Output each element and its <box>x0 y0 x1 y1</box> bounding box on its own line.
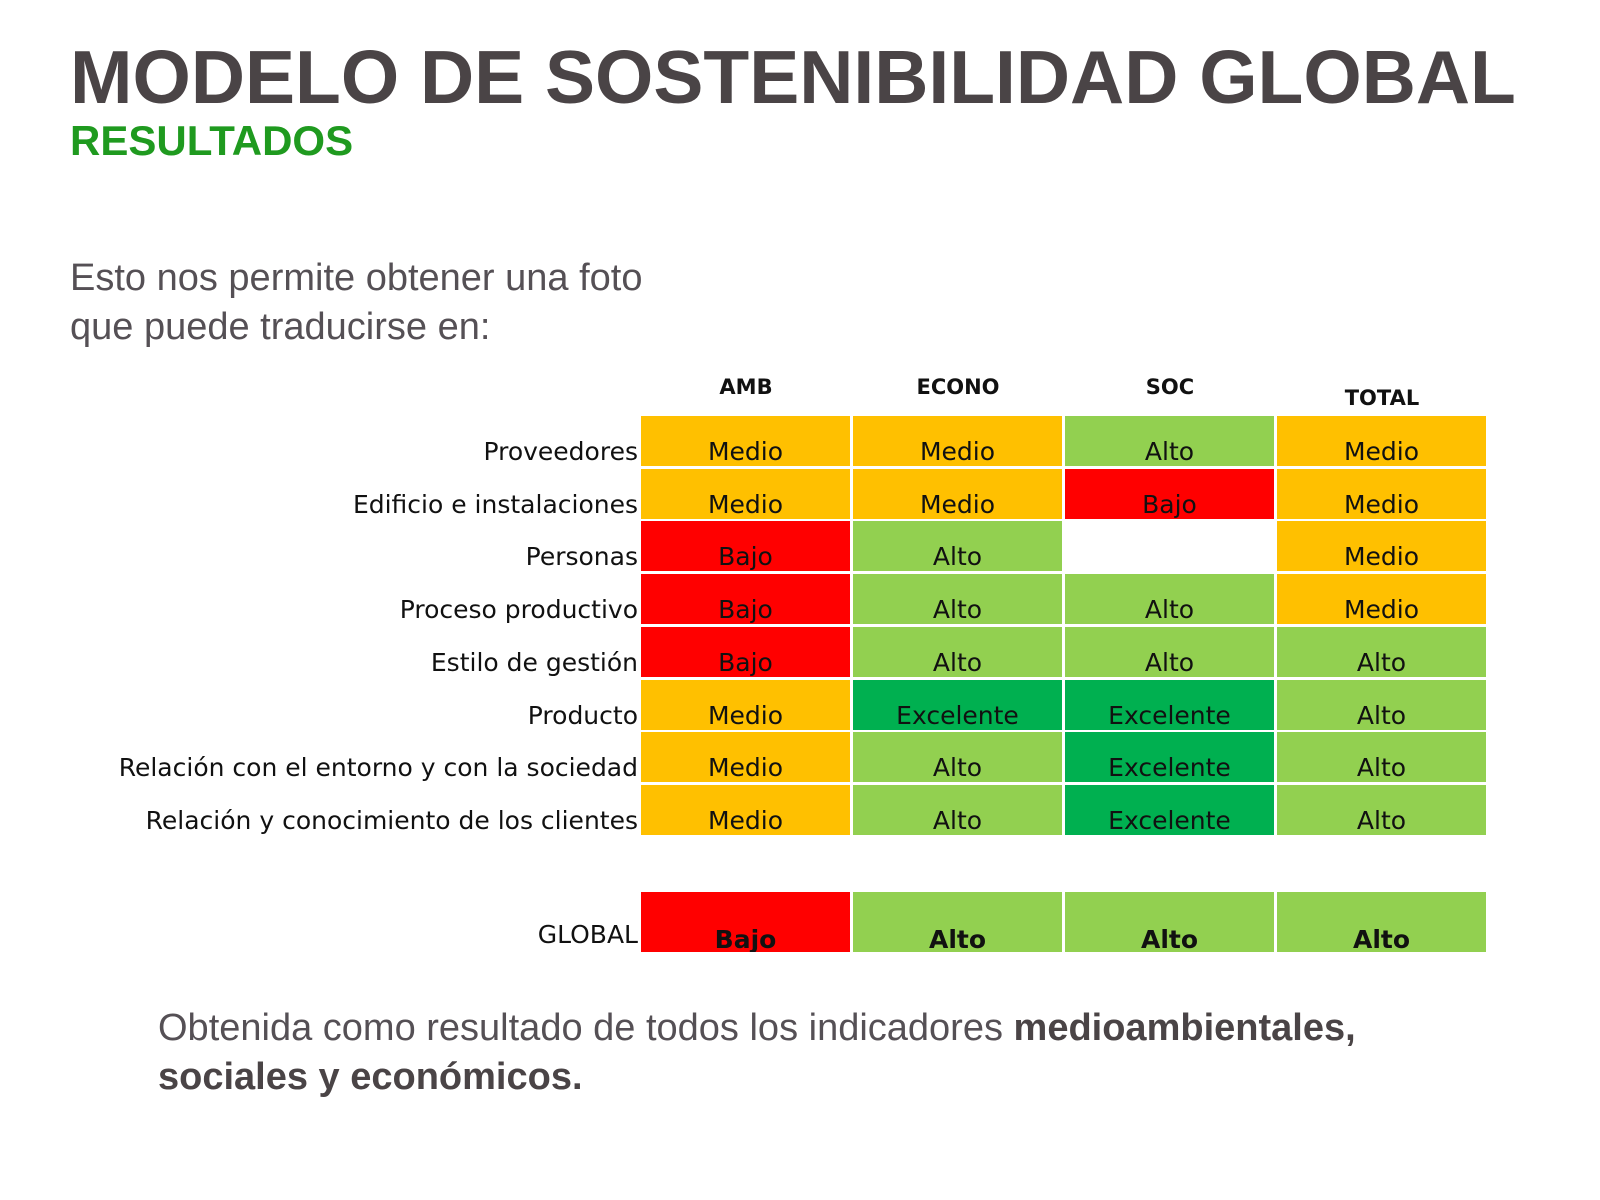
page-subtitle: RESULTADOS <box>70 117 354 164</box>
rating-cell: Alto <box>853 732 1062 782</box>
rating-cell <box>1065 521 1274 571</box>
global-rating-cell: Bajo <box>641 892 850 952</box>
footer-text: Obtenida como resultado de todos los ind… <box>158 1004 1478 1102</box>
rating-cell: Alto <box>1065 416 1274 466</box>
row-label: Relación y conocimiento de los clientes <box>145 806 638 835</box>
row-label: Relación con el entorno y con la socieda… <box>118 753 638 782</box>
rating-cell: Alto <box>1277 680 1486 730</box>
column-header-econo: ECONO <box>916 375 1000 399</box>
rating-cell: Medio <box>853 469 1062 519</box>
rating-cell: Bajo <box>641 627 850 677</box>
column-header-soc: SOC <box>1145 375 1195 399</box>
rating-cell: Medio <box>1277 574 1486 624</box>
rating-cell: Alto <box>853 574 1062 624</box>
footer-plain: Obtenida como resultado de todos los ind… <box>158 1007 1014 1049</box>
footer-bold: medioambientales, sociales y económicos. <box>158 1007 1356 1098</box>
rating-cell: Bajo <box>1065 469 1274 519</box>
rating-cell: Medio <box>1277 469 1486 519</box>
rating-cell: Excelente <box>1065 680 1274 730</box>
page-title: MODELO DE SOSTENIBILIDAD GLOBAL <box>70 35 1516 119</box>
rating-cell: Medio <box>641 785 850 835</box>
rating-cell: Alto <box>1277 785 1486 835</box>
rating-cell: Alto <box>1065 574 1274 624</box>
global-rating-cell: Alto <box>1065 892 1274 952</box>
rating-cell: Alto <box>1065 627 1274 677</box>
rating-cell: Excelente <box>1065 785 1274 835</box>
row-label: Producto <box>527 701 638 730</box>
row-label: Personas <box>525 542 638 571</box>
rating-cell: Excelente <box>1065 732 1274 782</box>
rating-cell: Excelente <box>853 680 1062 730</box>
rating-cell: Medio <box>641 416 850 466</box>
rating-cell: Medio <box>1277 521 1486 571</box>
global-rating-cell: Alto <box>853 892 1062 952</box>
rating-cell: Medio <box>853 416 1062 466</box>
rating-cell: Medio <box>641 680 850 730</box>
row-label: Edificio e instalaciones <box>352 490 638 519</box>
global-label: GLOBAL <box>537 920 638 949</box>
rating-cell: Medio <box>641 469 850 519</box>
rating-cell: Alto <box>853 785 1062 835</box>
rating-cell: Alto <box>853 627 1062 677</box>
row-label: Proceso productivo <box>399 595 638 624</box>
global-rating-cell: Alto <box>1277 892 1486 952</box>
row-label: Estilo de gestión <box>430 648 638 677</box>
column-header-amb: AMB <box>719 375 773 399</box>
row-label: Proveedores <box>483 437 638 466</box>
rating-cell: Bajo <box>641 521 850 571</box>
rating-cell: Alto <box>1277 627 1486 677</box>
rating-cell: Bajo <box>641 574 850 624</box>
rating-cell: Medio <box>1277 416 1486 466</box>
rating-cell: Alto <box>853 521 1062 571</box>
intro-line-1: Esto nos permite obtener una foto <box>70 257 643 299</box>
intro-line-2: que puede traducirse en: <box>70 306 491 348</box>
rating-cell: Medio <box>641 732 850 782</box>
intro-text: Esto nos permite obtener una foto que pu… <box>70 254 642 352</box>
column-header-total: TOTAL <box>1344 386 1420 410</box>
rating-cell: Alto <box>1277 732 1486 782</box>
